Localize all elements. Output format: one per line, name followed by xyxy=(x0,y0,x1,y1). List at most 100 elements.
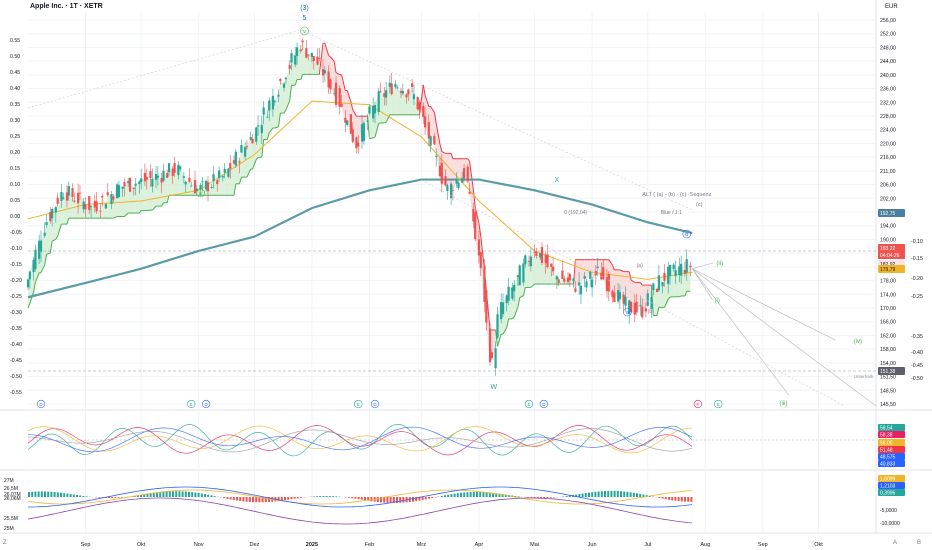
macd-histogram-bar xyxy=(159,492,162,497)
candle-body xyxy=(611,290,614,298)
oscillator-line xyxy=(27,423,693,457)
macd-histogram-bar xyxy=(175,491,178,497)
macd-histogram-bar xyxy=(498,493,501,497)
right-tick-label: 202,00 xyxy=(880,196,896,202)
macd-histogram-bar xyxy=(146,494,149,497)
trailing-stop-line xyxy=(684,291,688,297)
month-label: Dez xyxy=(249,542,259,548)
macd-histogram-bar xyxy=(424,497,427,500)
candle-body xyxy=(513,284,516,292)
candle-body xyxy=(683,270,686,274)
trailing-stop-line xyxy=(330,56,335,62)
macd-histogram-bar xyxy=(248,497,251,503)
macd-histogram-bar xyxy=(536,497,539,499)
macd-left-tick: 25M xyxy=(4,526,14,532)
candle-body xyxy=(394,83,397,88)
corner-right-b: B xyxy=(917,540,922,546)
trailing-stop-line xyxy=(258,156,262,159)
candle-body xyxy=(546,254,549,268)
candle-body xyxy=(663,272,666,281)
trailing-stop-line xyxy=(369,137,374,139)
candle-body xyxy=(488,328,492,363)
projection-line xyxy=(692,268,713,301)
macd-histogram-bar xyxy=(101,497,104,498)
trailing-stop-line xyxy=(352,109,357,117)
trend-fill xyxy=(362,116,364,125)
alt-sequence-label: ALT ( (a) - (b) - (c) -Sequenz xyxy=(642,192,711,198)
candle-body xyxy=(624,296,627,306)
macd-histogram-bar xyxy=(31,491,34,497)
trend-fill xyxy=(491,329,496,359)
candle-body xyxy=(678,266,681,276)
trend-fill xyxy=(662,280,665,308)
candle-body xyxy=(429,136,432,146)
candle-body xyxy=(396,87,399,89)
candle-body xyxy=(446,185,449,191)
candle-body xyxy=(154,174,158,180)
trailing-stop-line xyxy=(318,43,324,75)
trailing-stop-line xyxy=(474,206,480,224)
projection-line xyxy=(692,262,713,270)
trend-fill xyxy=(575,259,580,292)
trend-fill xyxy=(469,161,474,222)
candle-body xyxy=(190,185,193,187)
left-tick-label: -0.35 xyxy=(10,326,22,332)
left-tick-label: 0.10 xyxy=(10,182,20,188)
trailing-stop-line xyxy=(255,157,259,160)
macd-left-tick: 25,5M xyxy=(4,516,18,522)
month-label: Feb xyxy=(365,542,374,548)
event-marker xyxy=(714,399,723,409)
macd-histogram-bar xyxy=(50,491,53,497)
candle-body xyxy=(680,263,683,276)
trailing-stop-line xyxy=(450,153,454,159)
candle-body xyxy=(171,168,174,176)
trailing-stop-line xyxy=(285,100,291,111)
macd-right-tick: -10,0000 xyxy=(880,521,900,527)
trailing-stop-line xyxy=(495,329,498,347)
candle-body xyxy=(138,181,141,185)
right-tick-label: 194,00 xyxy=(880,224,896,230)
oscillator-badge xyxy=(878,460,905,467)
month-label: 2025 xyxy=(306,542,318,548)
candle-body xyxy=(251,138,254,144)
trend-fill xyxy=(133,183,136,214)
candle-body xyxy=(435,155,438,157)
candle-body xyxy=(95,201,98,212)
macd-histogram-bar xyxy=(594,491,597,497)
trailing-stop-line xyxy=(350,101,354,110)
macd-histogram-bar xyxy=(399,497,402,503)
trailing-stop-line xyxy=(480,236,485,270)
price-badge xyxy=(878,367,905,375)
candle-body xyxy=(466,166,469,182)
macd-histogram-bar xyxy=(412,497,414,502)
macd-histogram-bar xyxy=(485,492,488,497)
price-badge-label: 151,38 xyxy=(880,369,896,375)
candle-body xyxy=(221,176,224,178)
candle-body xyxy=(39,240,43,252)
candle-body xyxy=(179,166,182,170)
candle-body xyxy=(299,49,302,52)
macd-histogram-bar xyxy=(492,492,494,497)
macd-histogram-bar xyxy=(296,497,299,499)
trailing-stop-line xyxy=(44,254,48,265)
candle-body xyxy=(84,204,87,210)
macd-histogram-bar xyxy=(322,495,325,497)
macd-badge xyxy=(878,482,905,489)
macd-histogram-bar xyxy=(325,495,328,497)
trend-fill xyxy=(222,168,225,196)
wave-label-x: X xyxy=(555,177,560,184)
candle-body xyxy=(193,179,197,194)
wave-label-b: b xyxy=(685,232,688,238)
event-marker xyxy=(202,399,211,409)
trend-fill xyxy=(239,145,242,184)
price-badge xyxy=(878,244,905,252)
candle-body xyxy=(112,196,115,200)
trend-fill xyxy=(412,86,414,115)
macd-histogram-bar xyxy=(440,495,443,497)
candle-body xyxy=(34,249,37,270)
candle-body xyxy=(618,292,622,300)
macd-histogram-bar xyxy=(386,497,389,503)
candle-body xyxy=(344,117,347,123)
candle-body xyxy=(412,94,416,100)
